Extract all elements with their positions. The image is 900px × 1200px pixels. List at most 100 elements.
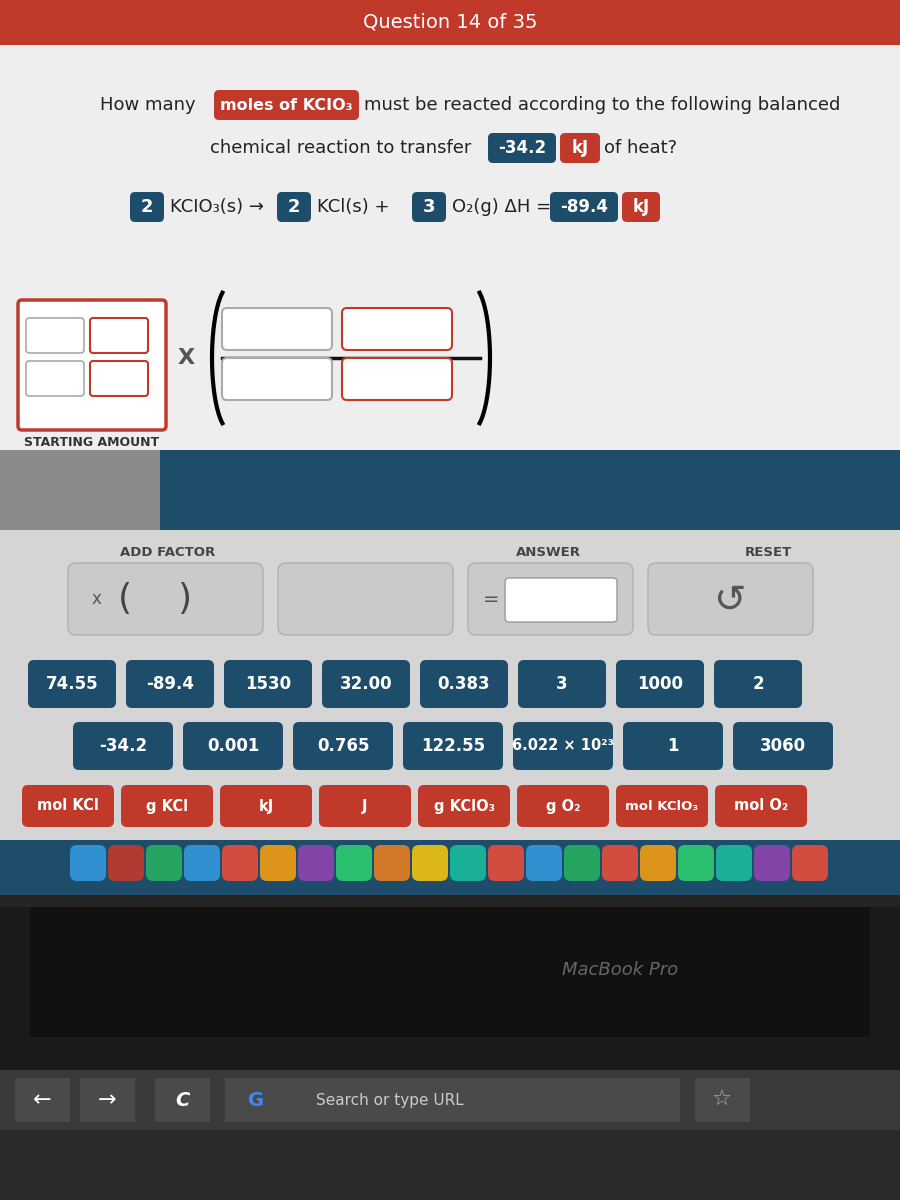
FancyBboxPatch shape xyxy=(513,722,613,770)
FancyBboxPatch shape xyxy=(155,1078,210,1122)
Text: O₂(g) ΔH =: O₂(g) ΔH = xyxy=(452,198,551,216)
Text: G: G xyxy=(248,1091,264,1110)
Text: 0.001: 0.001 xyxy=(207,737,259,755)
FancyBboxPatch shape xyxy=(277,192,311,222)
FancyBboxPatch shape xyxy=(160,450,900,530)
FancyBboxPatch shape xyxy=(418,785,510,827)
Text: ←: ← xyxy=(32,1090,51,1110)
FancyBboxPatch shape xyxy=(526,845,562,881)
FancyBboxPatch shape xyxy=(298,845,334,881)
Text: 6.022 × 10²³: 6.022 × 10²³ xyxy=(512,738,614,754)
Text: mol KCl: mol KCl xyxy=(37,798,99,814)
FancyBboxPatch shape xyxy=(26,318,84,353)
Text: 1000: 1000 xyxy=(637,674,683,692)
FancyBboxPatch shape xyxy=(319,785,411,827)
FancyBboxPatch shape xyxy=(550,192,618,222)
FancyBboxPatch shape xyxy=(130,192,164,222)
FancyBboxPatch shape xyxy=(224,660,312,708)
FancyBboxPatch shape xyxy=(214,90,359,120)
FancyBboxPatch shape xyxy=(488,845,524,881)
Text: -89.4: -89.4 xyxy=(146,674,194,692)
Text: C: C xyxy=(175,1091,189,1110)
FancyBboxPatch shape xyxy=(342,358,452,400)
Text: STARTING AMOUNT: STARTING AMOUNT xyxy=(24,436,159,449)
FancyBboxPatch shape xyxy=(0,44,900,535)
FancyBboxPatch shape xyxy=(26,361,84,396)
Text: kJ: kJ xyxy=(633,198,650,216)
FancyBboxPatch shape xyxy=(678,845,714,881)
Text: must be reacted according to the following balanced: must be reacted according to the followi… xyxy=(364,96,841,114)
Text: g KClO₃: g KClO₃ xyxy=(434,798,494,814)
Text: ↺: ↺ xyxy=(714,582,746,620)
FancyBboxPatch shape xyxy=(184,845,220,881)
FancyBboxPatch shape xyxy=(0,530,900,840)
Text: X: X xyxy=(177,348,194,368)
FancyBboxPatch shape xyxy=(560,133,600,163)
FancyBboxPatch shape xyxy=(714,660,802,708)
FancyBboxPatch shape xyxy=(121,785,213,827)
Text: RESET: RESET xyxy=(744,546,792,559)
Text: 2: 2 xyxy=(140,198,153,216)
FancyBboxPatch shape xyxy=(15,1078,70,1122)
FancyBboxPatch shape xyxy=(695,1078,750,1122)
FancyBboxPatch shape xyxy=(374,845,410,881)
FancyBboxPatch shape xyxy=(70,845,106,881)
FancyBboxPatch shape xyxy=(293,722,393,770)
Text: of heat?: of heat? xyxy=(604,139,677,157)
FancyBboxPatch shape xyxy=(715,785,807,827)
FancyBboxPatch shape xyxy=(733,722,833,770)
FancyBboxPatch shape xyxy=(0,1070,900,1130)
FancyBboxPatch shape xyxy=(220,785,312,827)
Text: ADD FACTOR: ADD FACTOR xyxy=(121,546,216,559)
FancyBboxPatch shape xyxy=(564,845,600,881)
FancyBboxPatch shape xyxy=(322,660,410,708)
Text: -89.4: -89.4 xyxy=(560,198,608,216)
Text: 0.383: 0.383 xyxy=(437,674,490,692)
Text: MacBook Pro: MacBook Pro xyxy=(562,961,678,979)
FancyBboxPatch shape xyxy=(412,845,448,881)
FancyBboxPatch shape xyxy=(602,845,638,881)
FancyBboxPatch shape xyxy=(622,192,660,222)
Text: Search or type URL: Search or type URL xyxy=(316,1092,464,1108)
FancyBboxPatch shape xyxy=(222,358,332,400)
FancyBboxPatch shape xyxy=(342,308,452,350)
Text: 3: 3 xyxy=(423,198,436,216)
FancyBboxPatch shape xyxy=(505,578,617,622)
Text: 2: 2 xyxy=(288,198,301,216)
FancyBboxPatch shape xyxy=(108,845,144,881)
FancyBboxPatch shape xyxy=(412,192,446,222)
FancyBboxPatch shape xyxy=(616,785,708,827)
FancyBboxPatch shape xyxy=(468,563,633,635)
Text: ANSWER: ANSWER xyxy=(516,546,580,559)
Text: (    ): ( ) xyxy=(118,582,192,616)
FancyBboxPatch shape xyxy=(126,660,214,708)
Text: mol KClO₃: mol KClO₃ xyxy=(626,799,698,812)
FancyBboxPatch shape xyxy=(792,845,828,881)
Text: g O₂: g O₂ xyxy=(545,798,580,814)
FancyBboxPatch shape xyxy=(222,308,332,350)
Text: 0.765: 0.765 xyxy=(317,737,369,755)
FancyBboxPatch shape xyxy=(18,300,166,430)
FancyBboxPatch shape xyxy=(225,1078,680,1122)
Text: Question 14 of 35: Question 14 of 35 xyxy=(363,12,537,31)
FancyBboxPatch shape xyxy=(278,563,453,635)
FancyBboxPatch shape xyxy=(0,895,900,907)
FancyBboxPatch shape xyxy=(80,1078,135,1122)
FancyBboxPatch shape xyxy=(517,785,609,827)
FancyBboxPatch shape xyxy=(640,845,676,881)
Text: 2: 2 xyxy=(752,674,764,692)
Text: 122.55: 122.55 xyxy=(421,737,485,755)
FancyBboxPatch shape xyxy=(518,660,606,708)
FancyBboxPatch shape xyxy=(0,840,900,895)
FancyBboxPatch shape xyxy=(488,133,556,163)
Text: x: x xyxy=(91,590,101,608)
FancyBboxPatch shape xyxy=(30,907,870,1037)
FancyBboxPatch shape xyxy=(68,563,263,635)
Text: KCIO₃(s) →: KCIO₃(s) → xyxy=(170,198,264,216)
FancyBboxPatch shape xyxy=(336,845,372,881)
FancyBboxPatch shape xyxy=(146,845,182,881)
FancyBboxPatch shape xyxy=(616,660,704,708)
FancyBboxPatch shape xyxy=(754,845,790,881)
Text: moles of KCIO₃: moles of KCIO₃ xyxy=(220,97,353,113)
FancyBboxPatch shape xyxy=(403,722,503,770)
